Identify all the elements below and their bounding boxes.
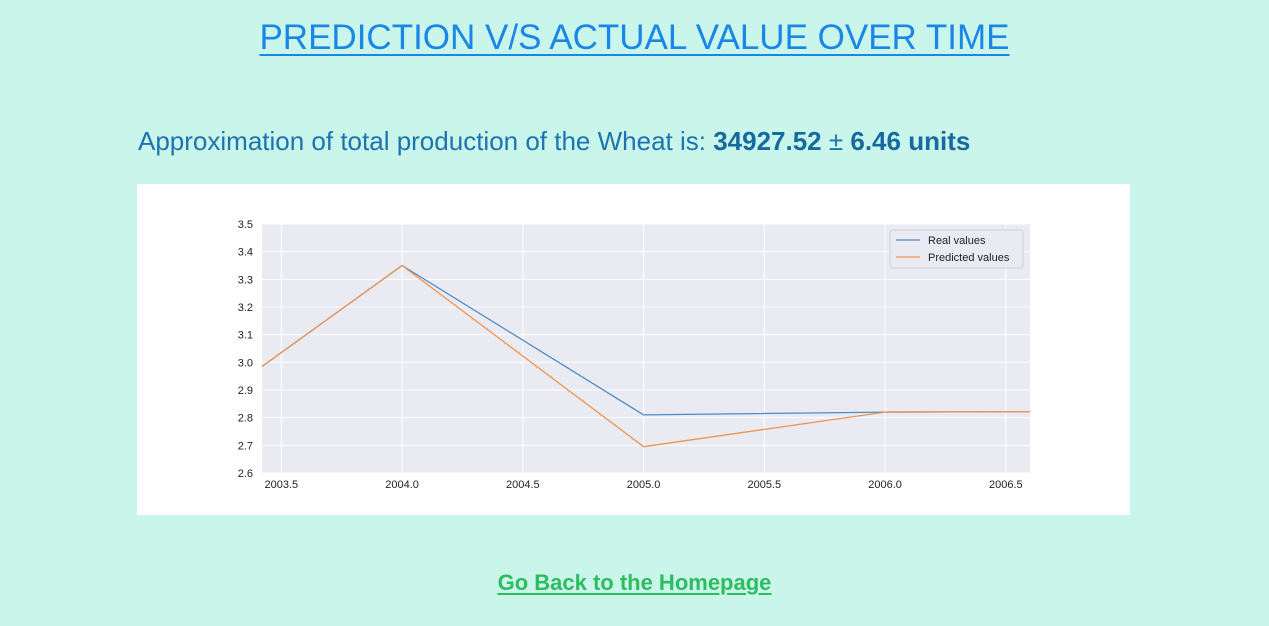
- y-tick-label: 2.6: [238, 468, 253, 480]
- back-to-homepage-link-text[interactable]: Go Back to the Homepage: [497, 570, 772, 595]
- prediction-chart: 2003.5 2004.0 2004.5 2005.0 2005.5 2006.0 2006…: [238, 219, 1031, 491]
- y-tick-label: 3.4: [238, 247, 253, 259]
- back-to-homepage-link[interactable]: Go Back to the Homepage: [0, 570, 1269, 596]
- x-tick-label: 2006.5: [989, 479, 1023, 491]
- y-tick-label: 3.3: [238, 274, 253, 286]
- x-tick-label: 2005.0: [627, 479, 661, 491]
- page-title: PREDICTION V/S ACTUAL VALUE OVER TIME: [259, 18, 1010, 57]
- x-tick-label: 2003.5: [264, 479, 298, 491]
- y-tick-label: 3.2: [238, 302, 253, 314]
- estimate-plus-minus: ±: [821, 126, 851, 156]
- y-tick-label: 2.9: [238, 385, 253, 397]
- y-tick-label: 2.8: [238, 413, 253, 425]
- x-tick-label: 2004.0: [385, 479, 419, 491]
- estimate-label: Approximation of total production of the…: [138, 126, 714, 156]
- x-tick-label: 2006.0: [868, 479, 902, 491]
- y-tick-label: 3.5: [238, 219, 253, 231]
- estimate-error: 6.46 units: [850, 126, 971, 156]
- y-tick-label: 3.0: [238, 357, 253, 369]
- y-tick-label: 2.7: [238, 440, 253, 452]
- x-tick-label: 2005.5: [748, 479, 782, 491]
- legend-label: Predicted values: [928, 252, 1010, 264]
- production-estimate: Approximation of total production of the…: [138, 126, 970, 157]
- estimate-value: 34927.52: [713, 126, 822, 156]
- y-tick-label: 3.1: [238, 330, 253, 342]
- legend-label: Real values: [928, 235, 986, 247]
- chart-panel: 2003.5 2004.0 2004.5 2005.0 2005.5 2006.0 2006…: [137, 184, 1130, 515]
- x-tick-label: 2004.5: [506, 479, 540, 491]
- legend-box: [889, 229, 1024, 269]
- series-line-predicted-values: [261, 264, 1031, 448]
